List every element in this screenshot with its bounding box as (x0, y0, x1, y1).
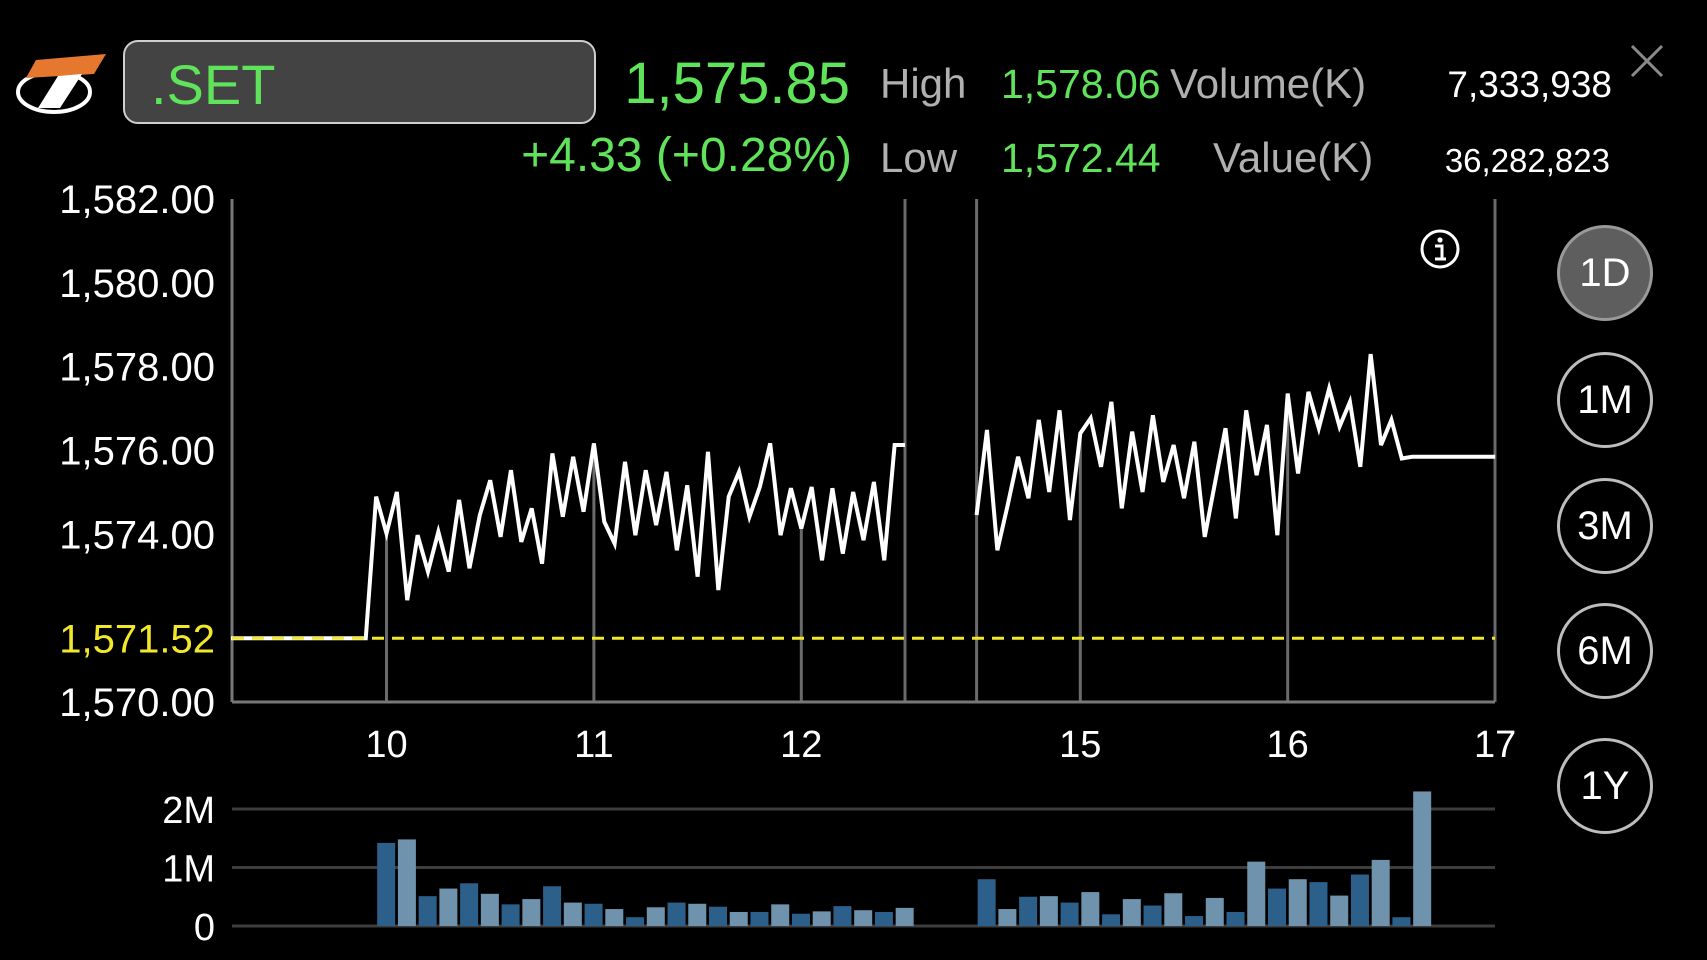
volume-y-tick-label: 1M (162, 849, 215, 891)
volume-bar (1102, 914, 1121, 926)
volume-bar (626, 917, 645, 926)
volume-bar (1288, 879, 1307, 926)
volume-label: Volume(K) (1170, 60, 1367, 107)
y-tick-label: 1,576.00 (59, 430, 215, 474)
volume-bar (563, 902, 582, 926)
volume-bar (1226, 911, 1245, 926)
volume-bar (750, 911, 769, 926)
volume-y-tick-label: 2M (162, 790, 215, 832)
volume-bar (833, 906, 852, 926)
volume-bar (439, 888, 458, 926)
volume-y-tick-label: 0 (194, 907, 215, 949)
volume-bar (1247, 861, 1266, 926)
info-icon[interactable] (1419, 228, 1461, 270)
symbol-text: .SET (151, 53, 276, 116)
volume-bar (812, 911, 831, 926)
volume-bar (397, 839, 416, 926)
x-tick-label: 10 (365, 724, 407, 766)
volume-bar (1267, 888, 1286, 926)
volume-bar (667, 902, 686, 926)
volume-bar (791, 913, 810, 926)
volume-bar (418, 896, 437, 926)
volume-bar (480, 893, 499, 926)
price-line-session-2 (974, 353, 1496, 551)
high-value: 1,578.06 (1001, 61, 1161, 107)
volume-bar (854, 910, 873, 926)
volume-bar (646, 907, 665, 926)
low-value: 1,572.44 (1001, 135, 1161, 181)
volume-value: 7,333,938 (1447, 64, 1612, 105)
high-label: High (880, 60, 967, 107)
volume-bar (543, 886, 562, 926)
volume-bar (1122, 899, 1141, 926)
range-button-3m[interactable]: 3M (1557, 478, 1653, 574)
volume-bar (584, 903, 603, 926)
volume-bar (1081, 892, 1100, 926)
volume-bar (1164, 893, 1183, 926)
x-tick-label: 16 (1267, 724, 1309, 766)
volume-bar (522, 899, 541, 926)
x-tick-label: 12 (780, 724, 822, 766)
volume-bar (1350, 874, 1369, 926)
range-button-1m[interactable]: 1M (1557, 352, 1653, 448)
volume-bar (1185, 916, 1204, 926)
last-price: 1,575.85 (624, 51, 850, 116)
symbol-input[interactable]: .SET (123, 40, 596, 124)
volume-bar (1060, 902, 1079, 926)
volume-bar (460, 883, 479, 926)
reference-price-label: 1,571.52 (59, 617, 215, 661)
volume-bar (1309, 882, 1328, 926)
volume-bar (895, 907, 914, 926)
volume-bar (501, 904, 520, 926)
value-value: 36,282,823 (1444, 142, 1610, 179)
volume-bar (1330, 895, 1349, 926)
volume-bar (709, 906, 728, 926)
volume-bar (874, 911, 893, 926)
range-button-1d[interactable]: 1D (1557, 225, 1653, 321)
volume-bar (377, 842, 396, 926)
volume-bar (771, 904, 790, 926)
volume-bar (1019, 896, 1038, 926)
x-tick-label: 17 (1474, 724, 1516, 766)
y-tick-label: 1,578.00 (59, 346, 215, 390)
y-tick-label: 1,580.00 (59, 262, 215, 306)
volume-bar (605, 909, 624, 926)
broker-logo (16, 54, 106, 114)
y-tick-label: 1,582.00 (59, 178, 215, 222)
volume-bar (977, 879, 996, 926)
volume-bar (1371, 859, 1390, 926)
x-tick-label: 15 (1059, 724, 1101, 766)
volume-bar (998, 909, 1017, 926)
low-label: Low (880, 134, 958, 181)
price-line-session-1 (230, 442, 905, 641)
y-tick-label: 1,570.00 (59, 681, 215, 725)
value-label: Value(K) (1213, 134, 1374, 181)
volume-bar (729, 911, 748, 926)
close-icon[interactable] (1628, 42, 1666, 80)
x-tick-label: 11 (574, 724, 613, 766)
price-change: +4.33 (+0.28%) (521, 129, 852, 182)
volume-bar (1392, 917, 1411, 926)
volume-bar (688, 903, 707, 926)
range-button-1y[interactable]: 1Y (1557, 738, 1653, 834)
volume-bar (1413, 791, 1432, 926)
volume-bar (1039, 896, 1058, 926)
volume-bar (1205, 897, 1224, 926)
y-tick-label: 1,574.00 (59, 513, 215, 557)
volume-bar (1143, 905, 1162, 926)
range-button-6m[interactable]: 6M (1557, 603, 1653, 699)
